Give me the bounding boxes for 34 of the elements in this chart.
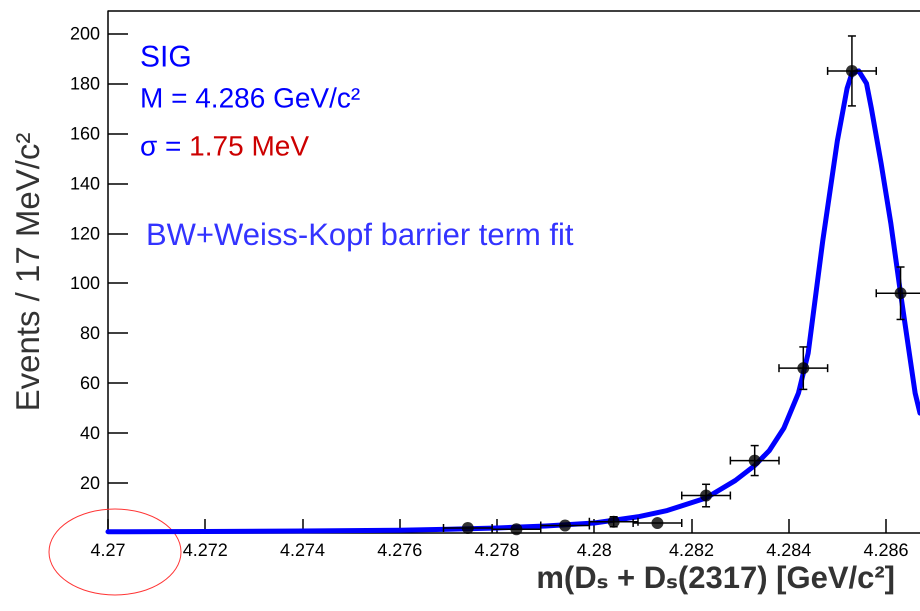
y-tick-label: 60 xyxy=(80,373,100,394)
x-tick-label: 4.274 xyxy=(280,540,326,560)
annotation: SIG xyxy=(140,40,192,74)
y-tick-label: 40 xyxy=(80,423,100,444)
point xyxy=(894,287,907,300)
x-tick-label: 4.284 xyxy=(766,540,812,560)
x-tick-label: 4.286 xyxy=(863,540,908,560)
annotation: M = 4.286 GeV/c² xyxy=(140,82,360,114)
x-tick-label: 4.27 xyxy=(90,540,126,560)
y-tick-label: 160 xyxy=(70,123,100,144)
point xyxy=(559,520,572,532)
y-tick-label: 80 xyxy=(80,323,100,344)
y-tick-label: 200 xyxy=(70,23,100,44)
point xyxy=(510,523,522,536)
y-tick-label: 20 xyxy=(80,473,100,494)
x-tick-label: 4.278 xyxy=(474,540,520,560)
x-axis-title: m(Dₛ + Dₛ(2317) [GeV/c²] xyxy=(536,560,896,595)
y-axis-title: Events / 17 MeV/c² xyxy=(9,132,46,412)
point xyxy=(651,517,664,530)
y-tick-label: 120 xyxy=(70,223,100,244)
x-tick-label: 4.282 xyxy=(668,540,714,560)
x-tick-label: 4.28 xyxy=(576,540,612,560)
point xyxy=(846,64,858,77)
point xyxy=(797,362,810,374)
y-tick-label: 100 xyxy=(70,273,100,294)
point xyxy=(748,454,761,467)
annotation: σ = 1.75 MeV xyxy=(140,130,310,162)
x-tick-label: 4.276 xyxy=(377,540,422,560)
y-tick-label: 180 xyxy=(70,73,100,94)
point xyxy=(462,522,474,534)
x-tick-label: 4.272 xyxy=(182,540,228,560)
point xyxy=(700,490,712,502)
annotation: BW+Weiss-Kopf barrier term fit xyxy=(146,217,574,252)
y-tick-label: 140 xyxy=(70,173,100,194)
